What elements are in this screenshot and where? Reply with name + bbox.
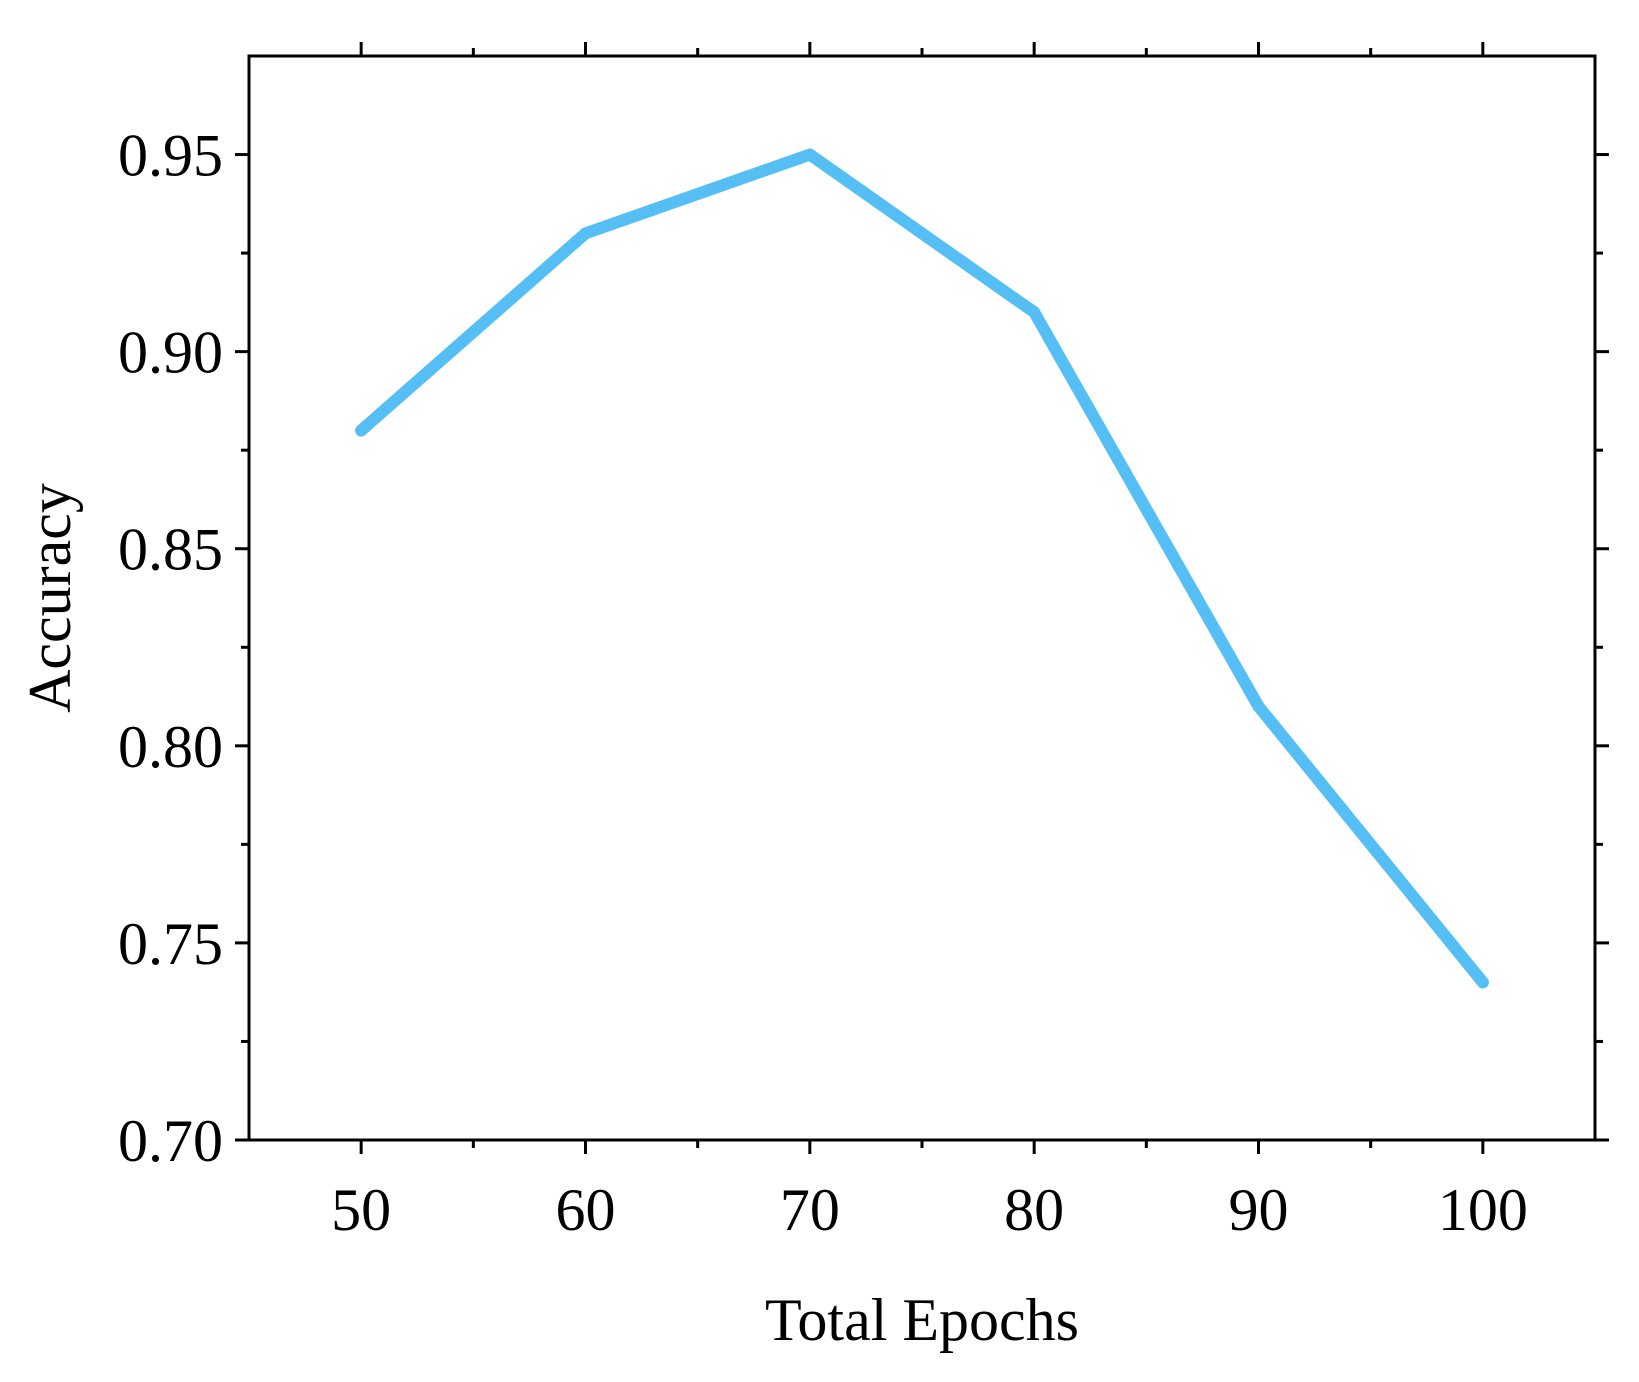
data-point	[579, 227, 592, 240]
data-point	[1252, 700, 1265, 713]
y-tick-label: 0.75	[118, 911, 223, 977]
y-tick-label: 0.90	[118, 320, 223, 386]
x-tick-label: 50	[331, 1177, 391, 1243]
y-tick-label: 0.85	[118, 517, 223, 583]
series-layer	[355, 148, 1489, 989]
x-tick-label: 70	[780, 1177, 840, 1243]
data-point	[1028, 306, 1041, 319]
x-tick-label: 100	[1438, 1177, 1528, 1243]
tick-labels-layer: 50 60 70 80 90 100 0.70 0.75 0.80 0.85 0.90 0.95	[118, 123, 1528, 1243]
x-axis-title: Total Epochs	[765, 1287, 1079, 1353]
y-tick-label: 0.80	[118, 714, 223, 780]
y-tick-label: 0.70	[118, 1108, 223, 1174]
y-axis-title: Accuracy	[17, 483, 83, 713]
plot-frame	[247, 54, 1597, 1142]
ticks-layer	[235, 42, 1609, 1154]
x-tick-label: 90	[1229, 1177, 1289, 1243]
accuracy-series-line	[355, 148, 1489, 989]
data-point	[803, 148, 816, 161]
data-point	[355, 424, 368, 437]
x-tick-label: 80	[1004, 1177, 1064, 1243]
data-point	[1476, 976, 1489, 989]
y-tick-label: 0.95	[118, 123, 223, 189]
x-tick-label: 60	[556, 1177, 616, 1243]
